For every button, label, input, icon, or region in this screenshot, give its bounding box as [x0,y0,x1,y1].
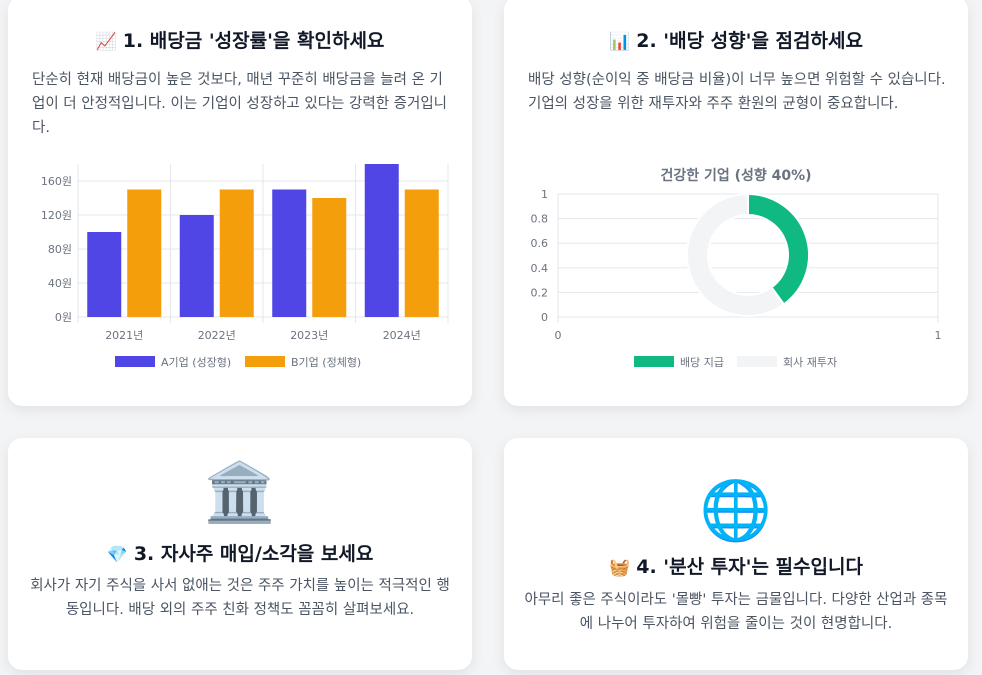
legend-label: A기업 (성장형) [161,356,231,369]
legend-swatch [245,356,285,367]
bar-b [219,189,254,317]
card-title: 🧺 4. '분산 투자'는 필수입니다 [504,552,968,579]
bank-icon: 🏛️ [203,458,277,526]
chart-up-icon: 📈 [95,32,117,52]
y-tick-label: 40원 [48,277,72,290]
legend-swatch [737,356,777,367]
y-tick-label: 0 [541,311,548,324]
bar-b [127,189,162,317]
buyback-card: 🏛️ 💎 3. 자사주 매입/소각을 보세요 회사가 자기 주식을 사서 없애는 … [8,438,472,670]
bar-b [404,189,439,317]
legend-swatch [634,356,674,367]
legend-label: 회사 재투자 [783,356,837,369]
y-tick-label: 0.8 [531,213,549,226]
card-description: 회사가 자기 주식을 사서 없애는 것은 주주 가치를 높이는 적극적인 행동입… [30,578,450,618]
donut-slice [686,192,786,317]
chart-title: 건강한 기업 (성향 40%) [660,167,811,184]
y-tick-label: 120원 [41,209,72,222]
x-tick-label: 0 [555,329,562,342]
payout-ratio-donut-chart: 건강한 기업 (성향 40%) 0 0.2 0.4 0.6 0.8 1 0 1 배당 지급 회사 재… [531,167,942,369]
x-tick-label: 2024년 [383,329,421,342]
legend-label: 배당 지급 [680,356,724,369]
basket-icon: 🧺 [609,558,631,578]
card-description: 배당 성향(순이익 중 배당금 비율)이 너무 높으면 위험할 수 있습니다. … [528,72,946,112]
gem-icon: 💎 [106,545,128,565]
donut-slice [747,192,810,306]
card-title: 📊 2. '배당 성향'을 점검하세요 [504,26,968,53]
x-tick-label: 2021년 [105,329,143,342]
globe-icon: 🌐 [699,476,773,544]
legend-label: B기업 (정체형) [291,356,361,369]
y-tick-label: 0.2 [531,286,549,299]
card-description: 단순히 현재 배당금이 높은 것보다, 매년 꾸준히 배당금을 늘려 온 기업이… [32,72,447,136]
legend-swatch [115,356,155,367]
x-tick-label: 2023년 [290,329,328,342]
bar-chart-icon: 📊 [609,32,631,52]
y-tick-label: 0.6 [531,237,549,250]
bar-a [272,189,307,317]
diversification-card: 🌐 🧺 4. '분산 투자'는 필수입니다 아무리 좋은 주식이라도 '몰빵' 투… [504,438,968,670]
bar-a [87,232,122,317]
card-description: 아무리 좋은 주식이라도 '몰빵' 투자는 금물입니다. 다양한 산업과 종목에… [524,592,948,632]
y-tick-label: 1 [541,188,548,201]
y-tick-label: 160원 [41,175,72,188]
card-title: 📈 1. 배당금 '성장률'을 확인하세요 [8,26,472,53]
card-title-text: 4. '분산 투자'는 필수입니다 [636,556,863,578]
bar-b [312,198,347,317]
dividend-growth-card: 📈 1. 배당금 '성장률'을 확인하세요 단순히 현재 배당금이 높은 것보다,… [8,0,472,406]
dividend-growth-bar-chart: 0원 40원 80원 120원 160원 2021년 2022년 2023년 2024년 A기업 … [41,164,449,369]
payout-ratio-card: 📊 2. '배당 성향'을 점검하세요 배당 성향(순이익 중 배당금 비율)이 … [504,0,968,406]
x-tick-label: 1 [935,329,942,342]
card-title-text: 3. 자사주 매입/소각을 보세요 [133,543,374,565]
y-tick-label: 0.4 [531,262,549,275]
card-title: 💎 3. 자사주 매입/소각을 보세요 [8,539,472,566]
y-tick-label: 0원 [55,311,72,324]
x-tick-label: 2022년 [198,329,236,342]
card-title-text: 1. 배당금 '성장률'을 확인하세요 [122,30,385,52]
card-title-text: 2. '배당 성향'을 점검하세요 [636,30,863,52]
bar-a [179,215,214,317]
bar-a [364,164,399,317]
y-tick-label: 80원 [48,243,72,256]
